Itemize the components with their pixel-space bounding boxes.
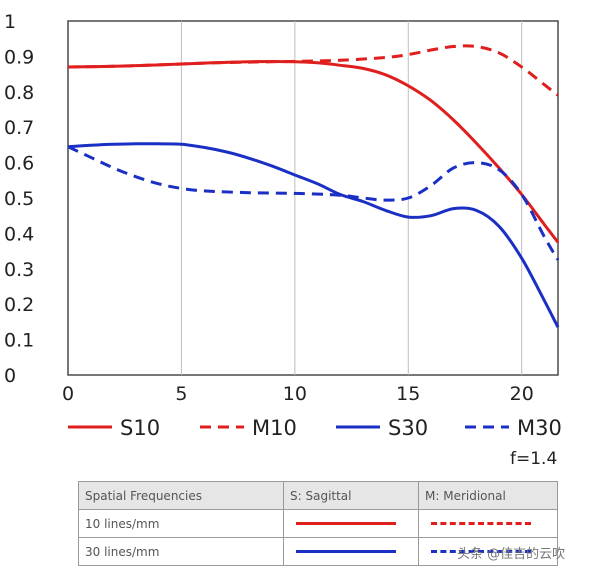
- row-label-10: 10 lines/mm: [78, 509, 284, 538]
- y-tick-label: 0.5: [4, 188, 34, 210]
- y-tick-label: 0.8: [4, 82, 34, 104]
- y-tick-label: 1: [4, 11, 16, 33]
- x-tick-label: 5: [175, 383, 187, 405]
- header-sagittal: S: Sagittal: [283, 481, 419, 510]
- legend-label-m10: M10: [252, 416, 297, 440]
- y-tick-label: 0.2: [4, 294, 34, 316]
- swatch-cell: [283, 537, 419, 566]
- row-label-30: 30 lines/mm: [78, 537, 284, 566]
- legend-label-m30: M30: [517, 416, 562, 440]
- series-line-m30: [67, 145, 560, 261]
- sagittal-10-swatch: [296, 522, 396, 525]
- table-row: 30 lines/mm: [78, 537, 558, 566]
- series-line-s30: [67, 142, 560, 328]
- y-tick-label: 0.7: [4, 117, 34, 139]
- y-tick-label: 0: [4, 365, 16, 387]
- header-spatial-frequencies: Spatial Frequencies: [78, 481, 284, 510]
- x-tick-label: 20: [510, 383, 534, 405]
- aperture-label: f=1.4: [510, 449, 558, 469]
- y-tick-label: 0.3: [4, 259, 34, 281]
- swatch-cell: [283, 509, 419, 538]
- table-header-row: Spatial Frequencies S: Sagittal M: Merid…: [78, 481, 558, 510]
- frequency-legend-table: Spatial Frequencies S: Sagittal M: Merid…: [78, 481, 558, 566]
- y-tick-label: 0.9: [4, 46, 34, 68]
- meridional-30-swatch: [431, 550, 531, 553]
- meridional-10-swatch: [431, 522, 531, 525]
- swatch-cell: [418, 509, 558, 538]
- y-tick-label: 0.4: [4, 223, 34, 245]
- sagittal-30-swatch: [296, 550, 396, 553]
- y-tick-label: 0.1: [4, 330, 34, 352]
- table-row: 10 lines/mm: [78, 509, 558, 538]
- swatch-cell: [418, 537, 558, 566]
- x-tick-label: 0: [62, 383, 74, 405]
- x-tick-label: 15: [396, 383, 420, 405]
- legend-label-s10: S10: [120, 416, 160, 440]
- plot-frame: [67, 20, 559, 376]
- mtf-chart: 0 5 10 15 20 0 0.1 0.2 0.3 0.4 0.5 0.6 0.7 0.8 0.9 1 S10…: [4, 11, 562, 440]
- y-tick-label: 0.6: [4, 153, 34, 175]
- header-meridional: M: Meridional: [418, 481, 558, 510]
- watermark: 头条 @佳吉的云吹: [457, 547, 566, 562]
- series-line-m10: [67, 44, 559, 97]
- legend-label-s30: S30: [388, 416, 428, 440]
- x-tick-label: 10: [283, 383, 307, 405]
